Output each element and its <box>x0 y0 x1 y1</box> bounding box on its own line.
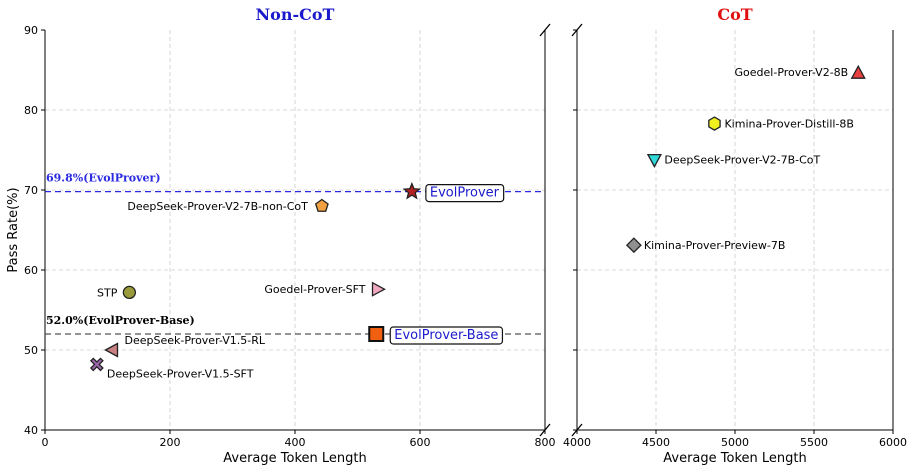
axis-break-mark <box>539 23 551 37</box>
y-axis-label: Pass Rate(%) <box>6 187 21 272</box>
marker-evolprover <box>402 181 422 200</box>
marker-deepseek-prover-v1-5-rl <box>104 342 119 358</box>
point-label-kimina-prover-preview-7b: Kimina-Prover-Preview-7B <box>644 239 786 252</box>
y-tick-label: 80 <box>24 104 38 117</box>
x-tick-label-noncot: 200 <box>160 436 181 449</box>
marker-goedel-prover-sft <box>371 281 386 297</box>
y-tick-label: 90 <box>24 24 38 37</box>
y-tick-label: 40 <box>24 424 38 437</box>
x-tick-label-noncot: 800 <box>535 436 556 449</box>
x-tick-label-noncot: 400 <box>285 436 306 449</box>
y-tick-label: 60 <box>24 264 38 277</box>
point-label-deepseek-prover-v2-7b-non-cot: DeepSeek-Prover-V2-7B-non-CoT <box>127 200 308 213</box>
y-tick-label: 70 <box>24 184 38 197</box>
point-label-deepseek-prover-v2-7b-cot: DeepSeek-Prover-V2-7B-CoT <box>664 154 820 167</box>
marker-deepseek-prover-v2-7b-cot <box>646 153 663 168</box>
reference-line-label-0: 69.8%(EvolProver) <box>46 172 161 185</box>
point-label-box-evolprover-base <box>389 326 504 345</box>
x-tick-label-cot: 6000 <box>879 436 907 449</box>
marker-goedel-prover-v2-8b <box>850 64 866 79</box>
reference-line-label-1: 52.0%(EvolProver-Base) <box>46 314 195 327</box>
point-label-stp: STP <box>97 286 118 299</box>
marker-kimina-prover-preview-7b <box>625 237 642 254</box>
marker-stp <box>122 285 137 300</box>
marker-deepseek-prover-v1-5-sft <box>89 357 104 372</box>
x-tick-label-cot: 4000 <box>563 436 591 449</box>
x-axis-label-noncot: Average Token Length <box>223 451 366 466</box>
point-label-goedel-prover-sft: Goedel-Prover-SFT <box>264 283 365 296</box>
chart-title-noncot: Non-CoT <box>256 5 335 24</box>
point-label-deepseek-prover-v1-5-sft: DeepSeek-Prover-V1.5-SFT <box>107 367 254 380</box>
x-tick-label-cot: 5500 <box>800 436 828 449</box>
x-tick-label-cot: 4500 <box>642 436 670 449</box>
point-label-goedel-prover-v2-8b: Goedel-Prover-V2-8B <box>735 66 849 79</box>
marker-evolprover-base <box>368 326 385 342</box>
x-tick-label-noncot: 0 <box>42 436 49 449</box>
point-label-evolprover: EvolProver <box>430 186 500 201</box>
x-axis-label-cot: Average Token Length <box>663 451 806 466</box>
y-tick-label: 50 <box>24 344 38 357</box>
x-tick-label-noncot: 600 <box>410 436 431 449</box>
x-tick-label-cot: 5000 <box>721 436 749 449</box>
point-label-box-evolprover <box>425 184 505 203</box>
point-label-deepseek-prover-v1-5-rl: DeepSeek-Prover-V1.5-RL <box>125 334 266 347</box>
point-label-evolprover-base: EvolProver-Base <box>394 328 498 343</box>
marker-deepseek-prover-v2-7b-non-cot <box>314 198 329 212</box>
marker-kimina-prover-distill-8b <box>708 116 721 131</box>
chart-title-cot: CoT <box>717 5 752 24</box>
point-label-kimina-prover-distill-8b: Kimina-Prover-Distill-8B <box>724 118 854 131</box>
